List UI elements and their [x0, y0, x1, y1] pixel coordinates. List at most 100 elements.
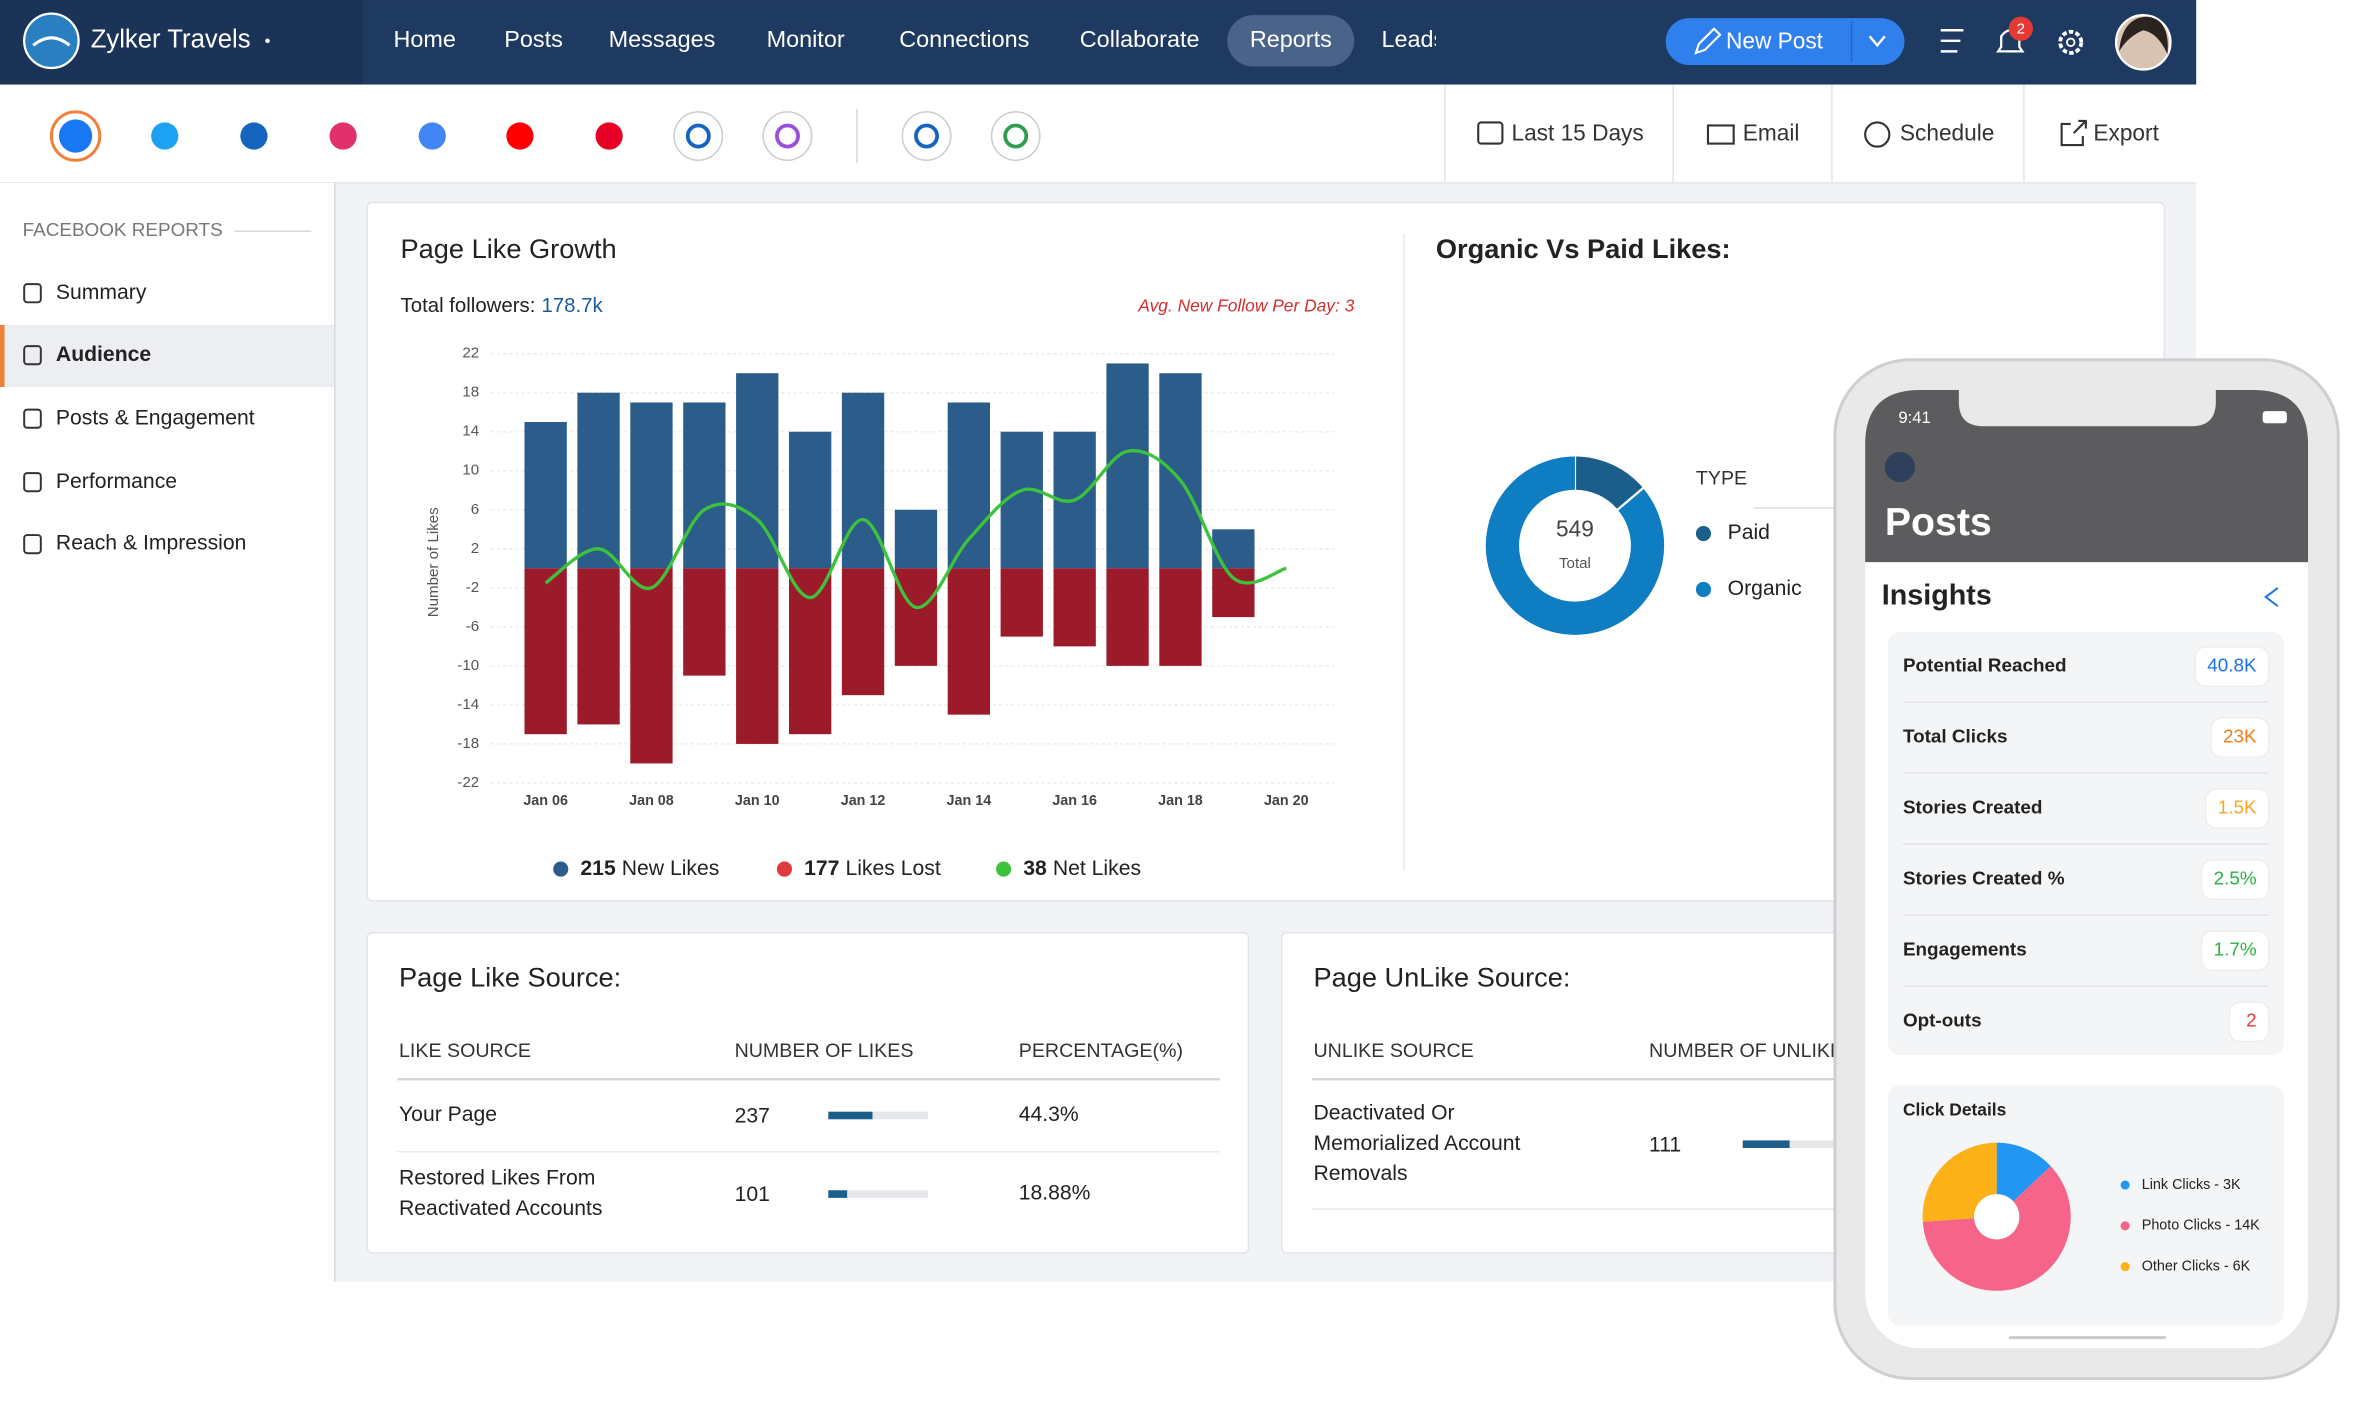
sidebar-item[interactable]: Summary [56, 281, 147, 304]
insights-panel [1865, 562, 2309, 593]
page-icon[interactable] [240, 122, 268, 150]
x-tick-label: Jan 16 [1052, 793, 1097, 809]
nav-item[interactable]: Monitor [767, 26, 845, 52]
avg-note: Avg. New Follow Per Day: 3 [1137, 295, 1354, 315]
metric-pill [2200, 859, 2270, 901]
brand-logo-wave [32, 36, 71, 47]
sidebar-item[interactable]: Posts & Engagement [56, 406, 255, 429]
column-header: PERCENTAGE(%) [1019, 1040, 1183, 1062]
legend-entry[interactable]: 38 Net Likes [1023, 857, 1141, 880]
facebook-selected-ring[interactable] [49, 110, 102, 162]
legend-entry[interactable]: 177 Likes Lost [804, 857, 941, 880]
nav-item[interactable]: Connections [899, 26, 1029, 52]
nav-item[interactable]: Posts [504, 26, 563, 52]
share-icon[interactable] [2264, 587, 2279, 607]
pinterest-icon[interactable] [595, 122, 623, 150]
phone-notch [1958, 389, 2216, 427]
sidebar-active-bar [0, 324, 5, 387]
metric-pill [2204, 788, 2270, 830]
instagram-icon[interactable] [329, 122, 357, 150]
x-tick-label: Jan 18 [1158, 793, 1203, 809]
channel-icon[interactable] [1003, 123, 1029, 149]
sidebar-item[interactable]: Audience [56, 343, 151, 366]
metric-label: Potential Reached [1903, 656, 2067, 677]
y-axis-label: Number of Likes [425, 507, 442, 617]
toolbar-action[interactable]: Export [2093, 120, 2159, 146]
bar [947, 402, 991, 569]
net-line [544, 449, 1287, 610]
nav-item[interactable]: Collaborate [1080, 26, 1200, 52]
nav-item[interactable]: Leads [1381, 26, 1445, 52]
tiktok-icon[interactable] [775, 123, 800, 149]
bar [630, 402, 673, 569]
chevron[interactable] [1868, 35, 1886, 48]
y-tick-label: -10 [457, 657, 479, 674]
metric-label: Engagements [1903, 940, 2027, 961]
metric-value: 2.5% [2214, 869, 2257, 890]
x-tick-label: Jan 08 [629, 793, 674, 809]
toolbar-action[interactable]: Schedule [1900, 120, 1994, 146]
bar [524, 568, 567, 735]
twitter-icon[interactable] [151, 122, 179, 150]
row-source: Reactivated Accounts [399, 1197, 602, 1220]
toolbar-action[interactable]: Email [1743, 120, 1800, 146]
column-header: UNLIKE SOURCE [1313, 1040, 1473, 1062]
nav-item[interactable]: Messages [609, 26, 716, 52]
sidebar-icon [23, 534, 42, 555]
legend-marker [2120, 1262, 2130, 1272]
bar [1106, 363, 1149, 569]
tiktok-icon-ring[interactable] [762, 111, 813, 161]
row-source: Deactivated Or [1313, 1102, 1454, 1125]
legend-name: Net Likes [1053, 857, 1141, 880]
progress-fill [828, 1190, 848, 1198]
metric-pill [2210, 717, 2270, 759]
new-post-label[interactable]: New Post [1726, 27, 1824, 53]
toolbar [0, 84, 2197, 183]
phone-title: Posts [1885, 500, 1992, 544]
card-title: Page Like Source: [399, 962, 621, 993]
click-title: Click Details [1903, 1100, 2006, 1120]
sidebar-item[interactable]: Performance [56, 470, 177, 493]
legend-name[interactable]: Paid [1728, 521, 1770, 544]
y-tick-label: 14 [462, 423, 479, 440]
legend-entry[interactable]: 215 New Likes [580, 857, 719, 880]
workplace-icon[interactable] [685, 123, 711, 149]
bar [683, 568, 726, 676]
nav-item[interactable]: Home [394, 26, 456, 52]
legend-name: Other Clicks - 6K [2142, 1258, 2251, 1274]
y-tick-label: 6 [471, 501, 479, 518]
metric-value: 23K [2223, 727, 2257, 748]
insights-title: Insights [1882, 580, 1992, 612]
channel-icon[interactable] [914, 123, 940, 149]
new-post-button[interactable] [1665, 18, 1905, 65]
google-icon[interactable] [418, 122, 446, 150]
metric-label: Stories Created % [1903, 869, 2065, 890]
channel-icon-ring[interactable] [901, 111, 952, 161]
row-source: Removals [1313, 1162, 1407, 1185]
donut-segment [1574, 456, 1644, 511]
facebook-icon[interactable] [58, 119, 93, 153]
legend-name: New Likes [622, 857, 720, 880]
settings-icon[interactable] [2058, 29, 2084, 55]
nav-item[interactable]: Reports [1250, 26, 1332, 52]
bar [1159, 568, 1202, 666]
channel-icon-ring[interactable] [990, 111, 1041, 161]
row-likes: 111 [1649, 1133, 1681, 1156]
date-range[interactable]: Last 15 Days [1511, 120, 1643, 146]
youtube-icon[interactable] [506, 122, 534, 150]
sidebar-item[interactable]: Reach & Impression [56, 532, 247, 555]
bar [736, 568, 779, 744]
sidebar-heading: FACEBOOK REPORTS [23, 220, 223, 241]
metric-value: 40.8K [2207, 656, 2257, 677]
workplace-icon-ring[interactable] [673, 111, 724, 161]
brand-logo [23, 12, 80, 70]
legend-name[interactable]: Organic [1728, 577, 1802, 600]
bar [1212, 529, 1255, 569]
notification-badge [2008, 16, 2033, 41]
metric-pill [2200, 930, 2270, 972]
x-tick-label: Jan 06 [523, 793, 568, 809]
card-title: Organic Vs Paid Likes: [1436, 233, 1731, 264]
bar [524, 421, 567, 569]
sidebar-icon [23, 472, 42, 493]
column-header: NUMBER OF LIKES [735, 1040, 914, 1062]
